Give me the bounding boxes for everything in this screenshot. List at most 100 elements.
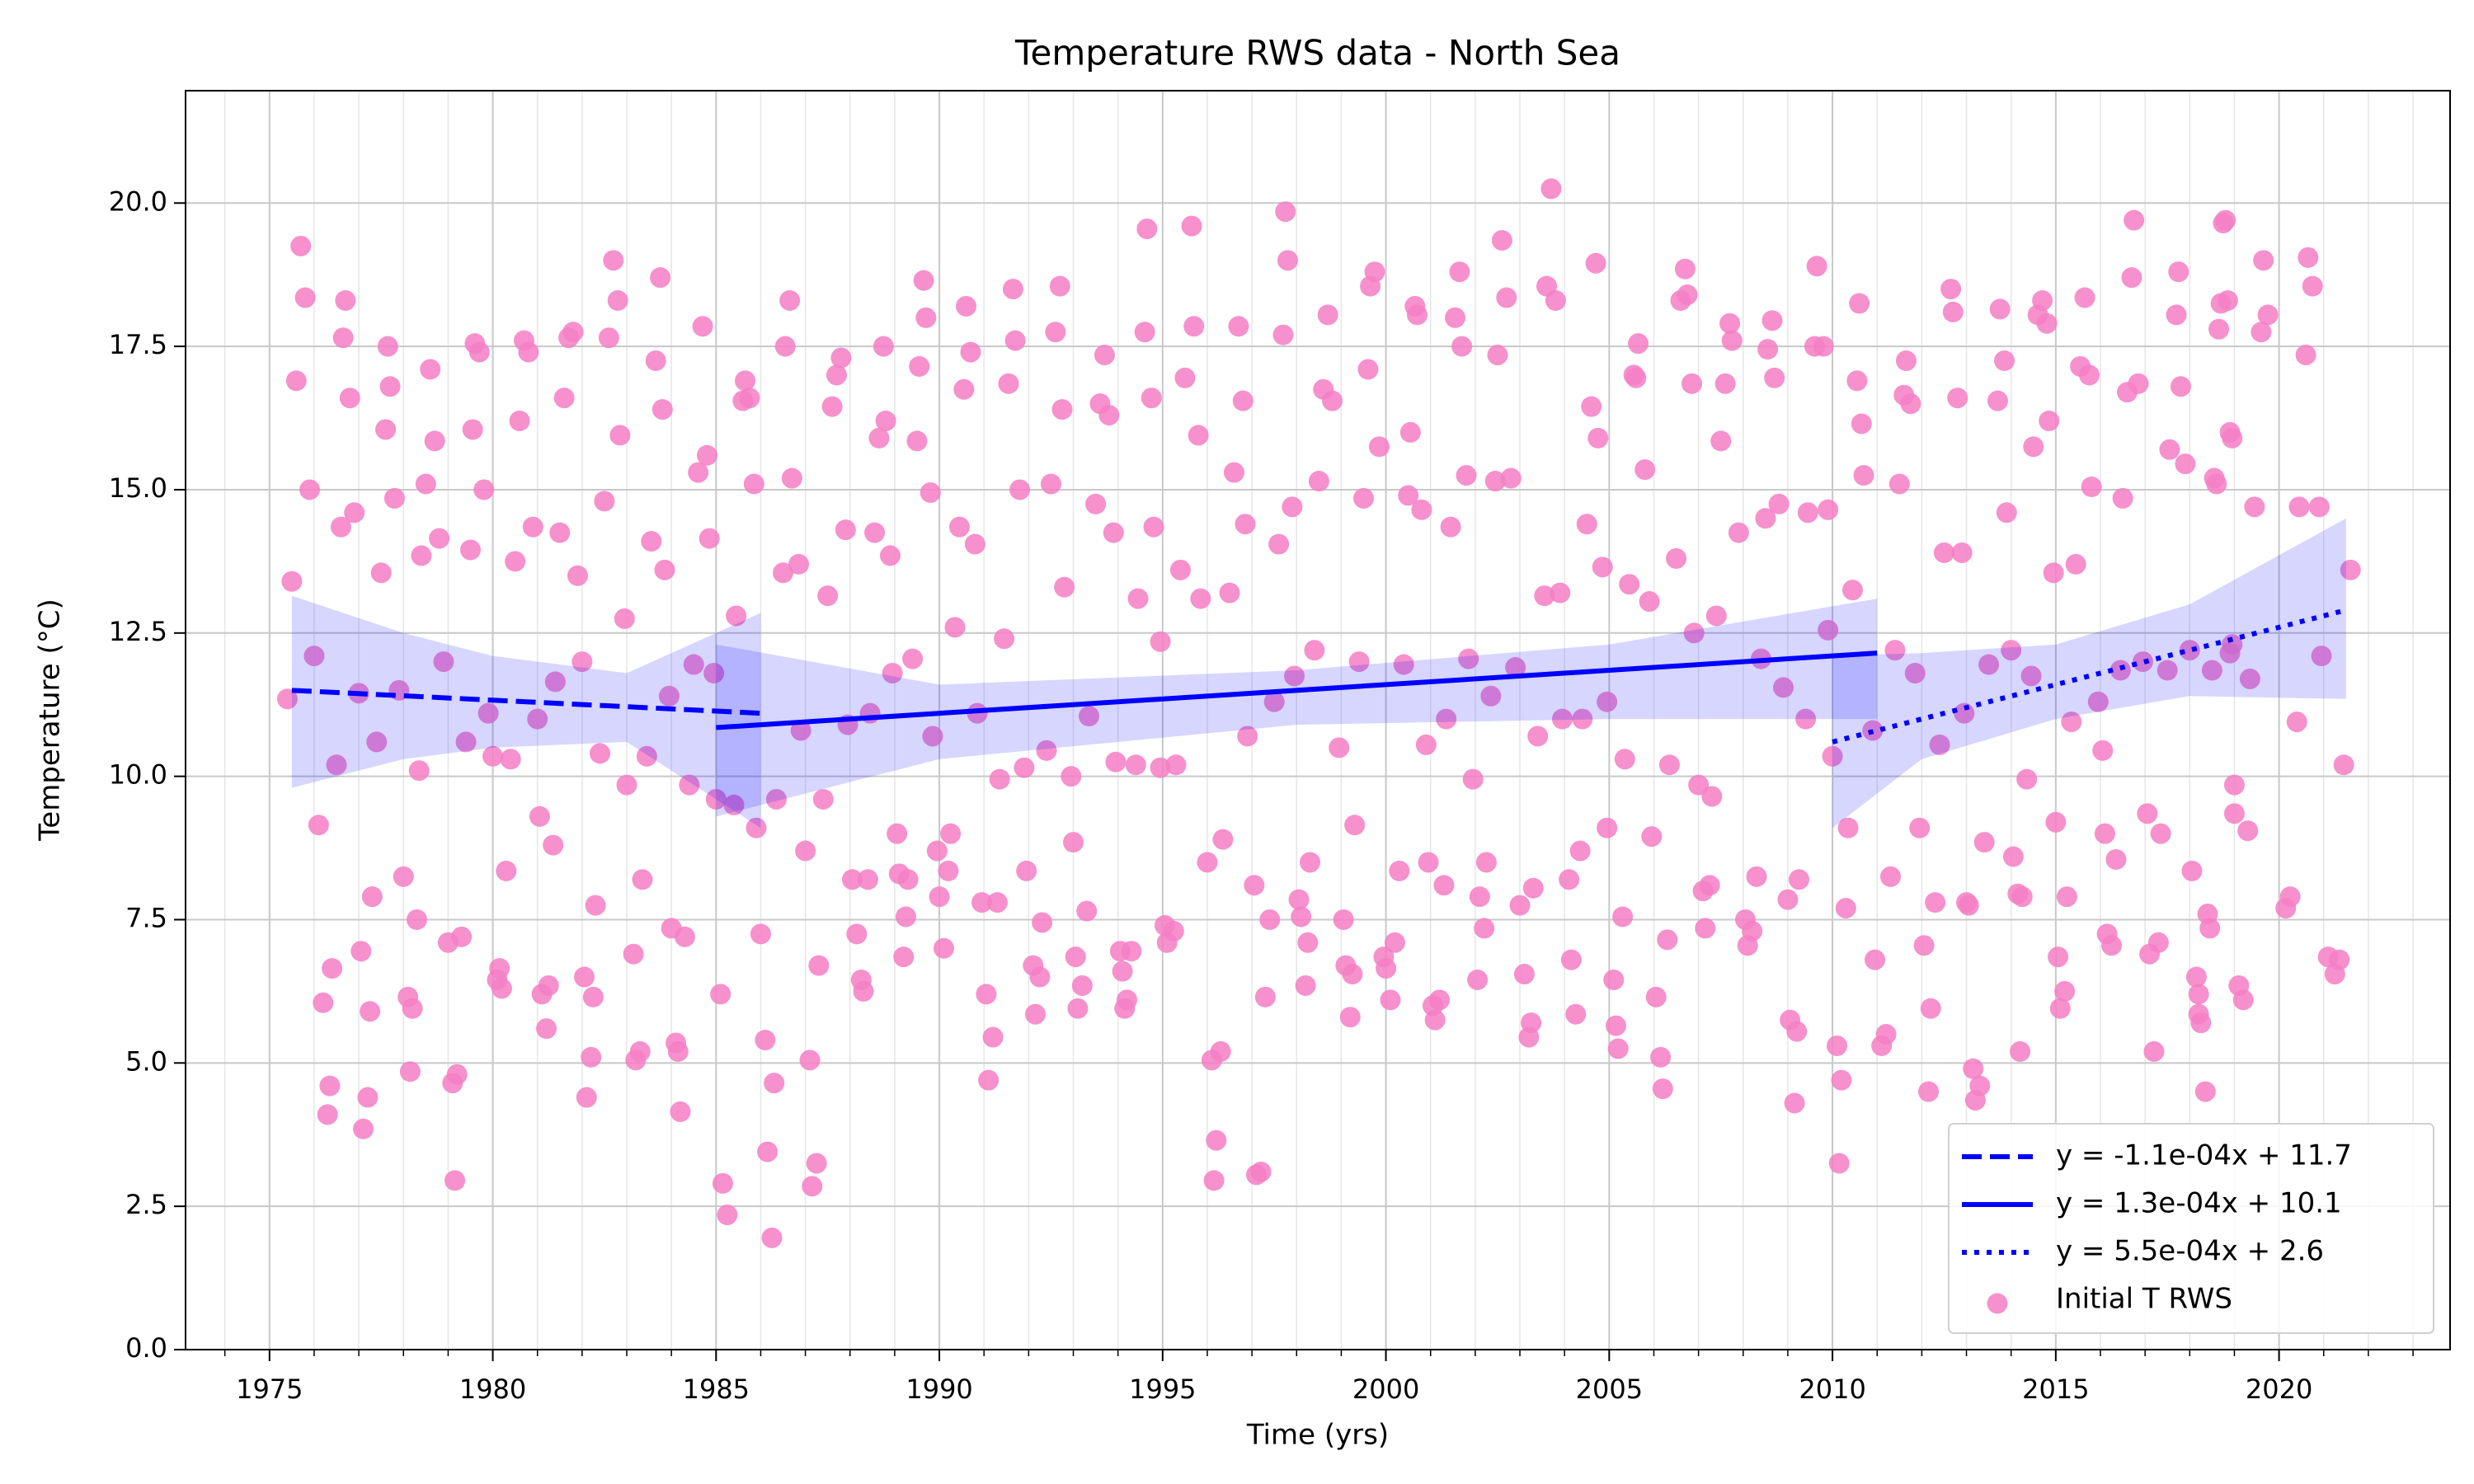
data-point xyxy=(735,370,756,392)
data-point xyxy=(1024,1003,1046,1025)
data-point xyxy=(683,654,704,675)
data-point xyxy=(1818,619,1839,641)
data-point xyxy=(743,473,764,495)
data-point xyxy=(761,1227,783,1248)
data-point xyxy=(636,745,657,767)
data-point xyxy=(1913,935,1935,956)
data-point xyxy=(1433,875,1455,896)
data-point xyxy=(692,316,713,337)
data-point xyxy=(922,726,943,747)
data-point xyxy=(1895,350,1917,372)
data-point xyxy=(1054,576,1075,598)
data-point xyxy=(1484,471,1506,492)
data-point xyxy=(1963,1058,1984,1079)
data-point xyxy=(953,378,975,400)
data-point xyxy=(2081,476,2102,497)
data-point xyxy=(482,745,504,767)
data-point xyxy=(817,585,839,607)
data-point xyxy=(1534,585,1555,607)
data-point xyxy=(366,731,388,753)
data-point xyxy=(1865,949,1886,970)
data-point xyxy=(1065,946,1086,968)
data-point xyxy=(976,984,997,1005)
data-point xyxy=(281,571,303,592)
data-point xyxy=(1784,1092,1805,1114)
data-point xyxy=(1237,726,1258,747)
data-point xyxy=(1235,514,1256,535)
data-point xyxy=(1150,631,1171,652)
data-point xyxy=(1456,465,1477,486)
data-point xyxy=(2023,436,2044,458)
data-point xyxy=(1275,201,1296,223)
data-point xyxy=(808,955,830,976)
data-point xyxy=(335,290,356,311)
data-point xyxy=(1947,387,1968,409)
data-point xyxy=(978,1069,999,1091)
data-point xyxy=(2101,935,2123,956)
data-point xyxy=(344,502,365,524)
data-point xyxy=(522,516,543,538)
data-point xyxy=(1719,312,1741,334)
data-point xyxy=(1605,1015,1626,1036)
data-point xyxy=(940,823,962,844)
data-point xyxy=(1206,1129,1227,1151)
data-point xyxy=(1813,336,1834,357)
data-point xyxy=(893,946,915,968)
data-point xyxy=(609,425,631,446)
data-point xyxy=(875,411,896,432)
data-point xyxy=(1500,467,1522,489)
data-point xyxy=(1389,860,1410,881)
data-point xyxy=(670,1101,691,1122)
data-point xyxy=(765,788,787,810)
data-point xyxy=(276,688,298,710)
x-tick-label: 2000 xyxy=(1352,1374,1419,1405)
data-point xyxy=(1487,345,1508,366)
data-point xyxy=(651,399,673,420)
data-point xyxy=(489,958,510,979)
data-point xyxy=(1098,405,1120,426)
data-point xyxy=(290,235,312,256)
data-point xyxy=(1380,989,1401,1011)
data-point xyxy=(933,937,954,959)
data-point xyxy=(1681,373,1703,394)
data-point xyxy=(1040,473,1061,495)
data-point xyxy=(1513,964,1535,985)
regression-line xyxy=(291,688,761,716)
data-point xyxy=(1384,932,1405,953)
data-point xyxy=(658,685,680,707)
data-point xyxy=(1339,1007,1361,1028)
data-point xyxy=(2105,848,2127,870)
data-point xyxy=(444,1170,466,1191)
data-point xyxy=(571,651,593,673)
data-point xyxy=(1764,367,1785,388)
data-point xyxy=(2011,886,2033,908)
data-point xyxy=(1522,877,1544,899)
legend-label: y = -1.1e-04x + 11.7 xyxy=(2056,1139,2352,1172)
data-point xyxy=(1831,1069,1852,1091)
data-point xyxy=(1300,852,1321,873)
data-point xyxy=(1163,920,1184,942)
data-point xyxy=(1818,499,1839,520)
data-point xyxy=(1424,1009,1446,1031)
data-point xyxy=(667,1040,689,1062)
data-point xyxy=(538,974,559,996)
data-point xyxy=(594,491,615,512)
data-point xyxy=(1828,1153,1850,1174)
data-point xyxy=(909,355,930,377)
x-tick-label: 2015 xyxy=(2022,1374,2089,1405)
data-point xyxy=(835,519,856,541)
data-point xyxy=(2132,651,2153,673)
data-point xyxy=(1929,734,1950,755)
data-point xyxy=(1849,293,1870,314)
data-point xyxy=(880,545,901,566)
data-point xyxy=(2206,473,2227,495)
data-point xyxy=(574,966,595,988)
data-point xyxy=(929,886,950,908)
data-point xyxy=(703,662,725,683)
data-point xyxy=(2175,453,2196,475)
data-point xyxy=(1491,229,1512,251)
data-point xyxy=(407,909,428,930)
data-point xyxy=(641,531,662,552)
data-point xyxy=(549,522,571,543)
